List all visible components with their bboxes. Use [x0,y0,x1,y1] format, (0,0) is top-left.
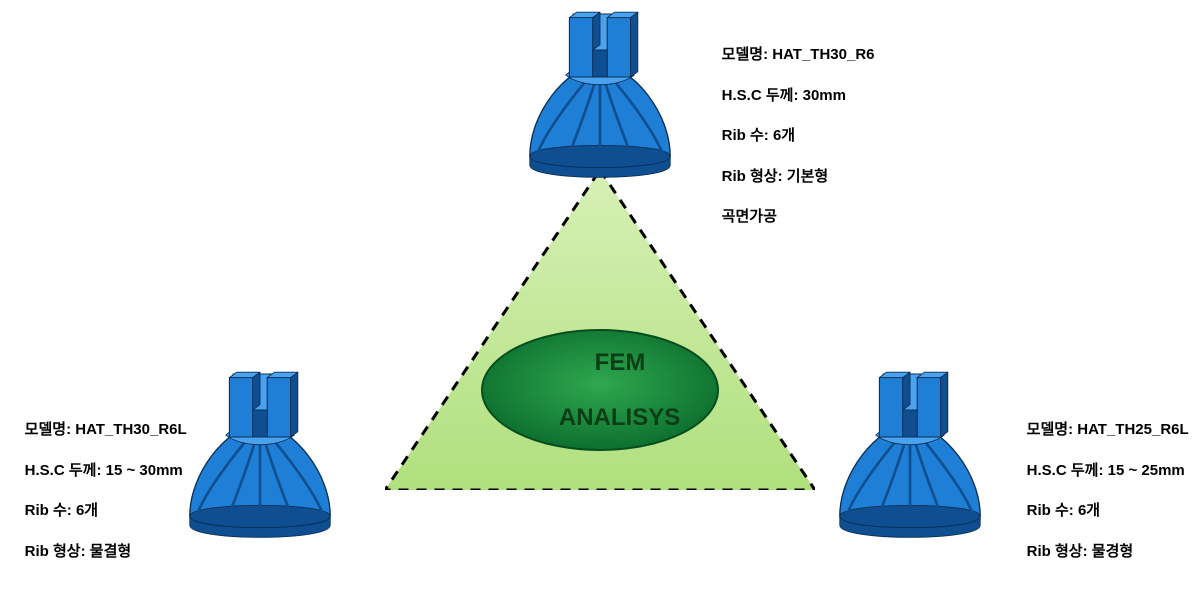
label-right-l1: 모델명: HAT_TH25_R6L [1027,421,1189,438]
label-right-l2: H.S.C 두께: 15 ~ 25mm [1027,462,1185,479]
fem-line2: ANALISYS [559,404,680,431]
label-left-l3: Rib 수: 6개 [25,502,98,519]
label-top-l2: H.S.C 두께: 30mm [722,87,846,104]
label-right: 모델명: HAT_TH25_R6L H.S.C 두께: 15 ~ 25mm Ri… [1010,400,1189,582]
diagram-canvas: FEM ANALISYS 모델명: HAT_TH30_R6 H.S.C 두께: … [0,0,1200,597]
label-right-l4: Rib 형상: 물경형 [1027,543,1134,560]
fem-line1: FEM [595,349,646,376]
label-left: 모델명: HAT_TH30_R6L H.S.C 두께: 15 ~ 30mm Ri… [8,400,187,582]
label-top-l4: Rib 형상: 기본형 [722,168,829,185]
label-left-l2: H.S.C 두께: 15 ~ 30mm [25,462,183,479]
label-right-l3: Rib 수: 6개 [1027,502,1100,519]
fem-ellipse-text: FEM ANALISYS [520,321,680,459]
model-right [820,365,1000,545]
label-top-l5: 곡면가공 [722,208,777,225]
label-top-l3: Rib 수: 6개 [722,127,795,144]
fem-ellipse: FEM ANALISYS [480,328,720,452]
label-left-l4: Rib 형상: 물결형 [25,543,132,560]
label-top-l1: 모델명: HAT_TH30_R6 [722,46,875,63]
model-top [510,5,690,185]
model-left [170,365,350,545]
label-left-l1: 모델명: HAT_TH30_R6L [25,421,187,438]
label-top: 모델명: HAT_TH30_R6 H.S.C 두께: 30mm Rib 수: 6… [705,25,875,248]
